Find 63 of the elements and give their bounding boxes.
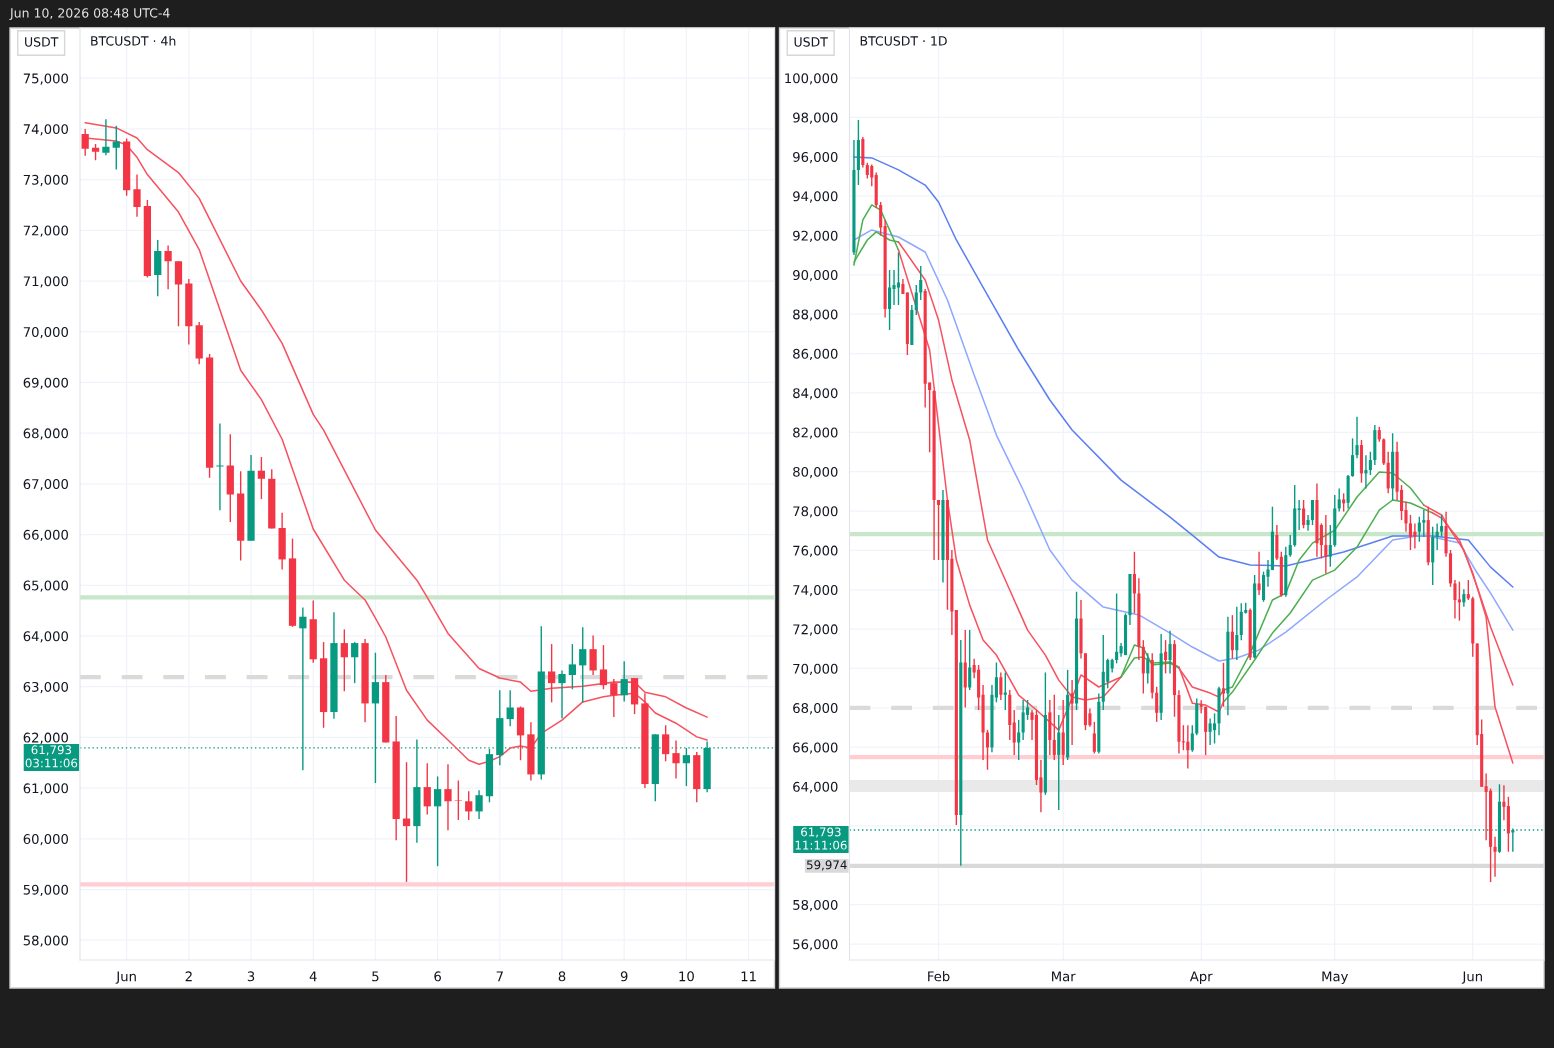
y-tick-label: 94,000 — [793, 191, 838, 203]
y-tick-label: 70,000 — [793, 663, 838, 676]
x-tick-label: Feb — [928, 971, 950, 982]
y-tick-label: 66,000 — [23, 529, 69, 542]
y-tick-label: 62,000 — [23, 732, 69, 744]
x-tick-label: 8 — [558, 971, 566, 982]
text: BTCUSDT · 4h — [91, 35, 176, 46]
x-tick-label: Mar — [1052, 971, 1076, 982]
y-tick-label: 80,000 — [793, 466, 838, 479]
y-tick-label: 70,000 — [23, 326, 69, 339]
text: BTCUSDT · 1D — [860, 36, 947, 46]
x-tick-label: May — [1322, 971, 1349, 984]
y-tick-label: 56,000 — [793, 939, 838, 951]
y-tick-label: 84,000 — [793, 388, 838, 400]
y-tick-label: 100,000 — [785, 73, 838, 85]
y-tick-label: 78,000 — [793, 506, 838, 518]
x-tick-label: 6 — [434, 971, 441, 982]
y-tick-label: 72,000 — [23, 225, 69, 237]
x-tick-label: 7 — [496, 971, 503, 982]
y-tick-label: 61,000 — [23, 783, 69, 795]
y-tick-label: 75,000 — [23, 73, 69, 85]
x-tick-label: Apr — [1189, 971, 1213, 984]
x-tick-label: 10 — [679, 971, 694, 982]
x-tick-label: 11 — [741, 971, 756, 982]
x-tick-label: 3 — [247, 971, 255, 982]
y-tick-label: 69,000 — [23, 377, 69, 389]
y-tick-label: 76,000 — [793, 545, 838, 557]
y-tick-label: 59,000 — [23, 884, 69, 897]
y-tick-label: 98,000 — [793, 112, 838, 124]
text: Jun 10, 2026 08:48 UTC-4 — [9, 8, 170, 20]
y-tick-label: 58,000 — [793, 899, 838, 912]
y-tick-label: 74,000 — [23, 124, 69, 136]
y-tick-label: 74,000 — [793, 584, 838, 597]
y-axis-title: USDT — [794, 37, 828, 47]
ref-line-label: 59,974 — [807, 860, 847, 871]
y-tick-label: 58,000 — [23, 935, 69, 947]
ref-line-label: 61,793 03:11:06 — [25, 745, 78, 768]
x-tick-label: 2 — [185, 971, 192, 982]
ref-line-label: 61,793 11:11:06 — [795, 827, 847, 850]
y-tick-label: 82,000 — [793, 427, 838, 439]
y-tick-label: 96,000 — [793, 151, 838, 164]
y-tick-label: 73,000 — [23, 174, 69, 187]
y-tick-label: 88,000 — [793, 309, 838, 321]
y-tick-label: 64,000 — [23, 631, 69, 643]
y-tick-label: 90,000 — [793, 270, 838, 282]
y-tick-label: 68,000 — [23, 428, 69, 440]
y-tick-label: 72,000 — [793, 624, 838, 636]
y-axis-title: USDT — [25, 37, 59, 47]
x-tick-label: 9 — [620, 971, 628, 982]
y-tick-label: 67,000 — [23, 479, 69, 491]
y-tick-label: 64,000 — [793, 781, 838, 794]
x-tick-label: Jun — [115, 971, 136, 984]
y-tick-label: 68,000 — [793, 703, 838, 715]
y-tick-label: 86,000 — [793, 348, 838, 361]
y-tick-label: 60,000 — [23, 834, 69, 846]
y-tick-label: 71,000 — [23, 276, 69, 288]
y-tick-label: 92,000 — [793, 230, 838, 243]
y-tick-label: 63,000 — [23, 681, 69, 694]
y-tick-label: 65,000 — [23, 580, 69, 592]
x-tick-label: 4 — [309, 971, 317, 982]
x-tick-label: 5 — [372, 971, 379, 982]
y-tick-label: 66,000 — [793, 742, 838, 754]
x-tick-label: Jun — [1461, 971, 1482, 984]
